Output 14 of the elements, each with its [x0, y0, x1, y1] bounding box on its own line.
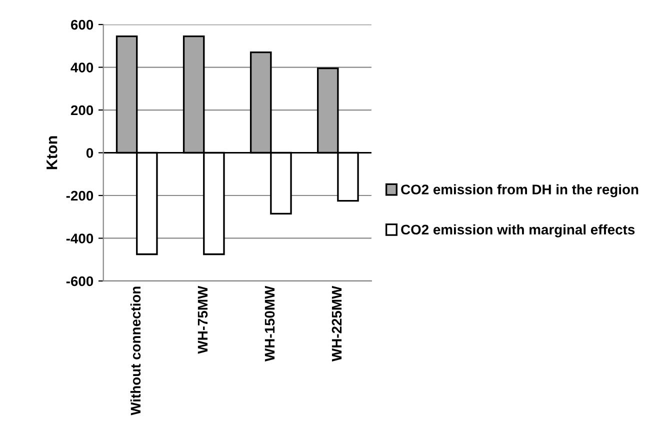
y-tick-label: 200 [70, 105, 94, 116]
legend-label: CO2 emission with marginal effects [401, 224, 635, 238]
y-tick-label: 400 [70, 62, 94, 72]
y-tick-label: -600 [66, 276, 94, 286]
x-tick-label: Without connection [130, 286, 141, 416]
y-axis-title: Kton [46, 136, 58, 170]
y-tick-label: -200 [66, 190, 94, 201]
x-tick-label: WH-225MW [332, 286, 342, 362]
y-tick-label: 600 [70, 20, 94, 30]
legend-label: CO2 emission from DH in the region [401, 184, 638, 198]
y-tick-label: 0 [86, 148, 94, 158]
x-tick-label: WH-75MW [198, 286, 208, 354]
x-tick-label: WH-150MW [264, 286, 275, 362]
y-tick-label: -400 [66, 234, 94, 244]
